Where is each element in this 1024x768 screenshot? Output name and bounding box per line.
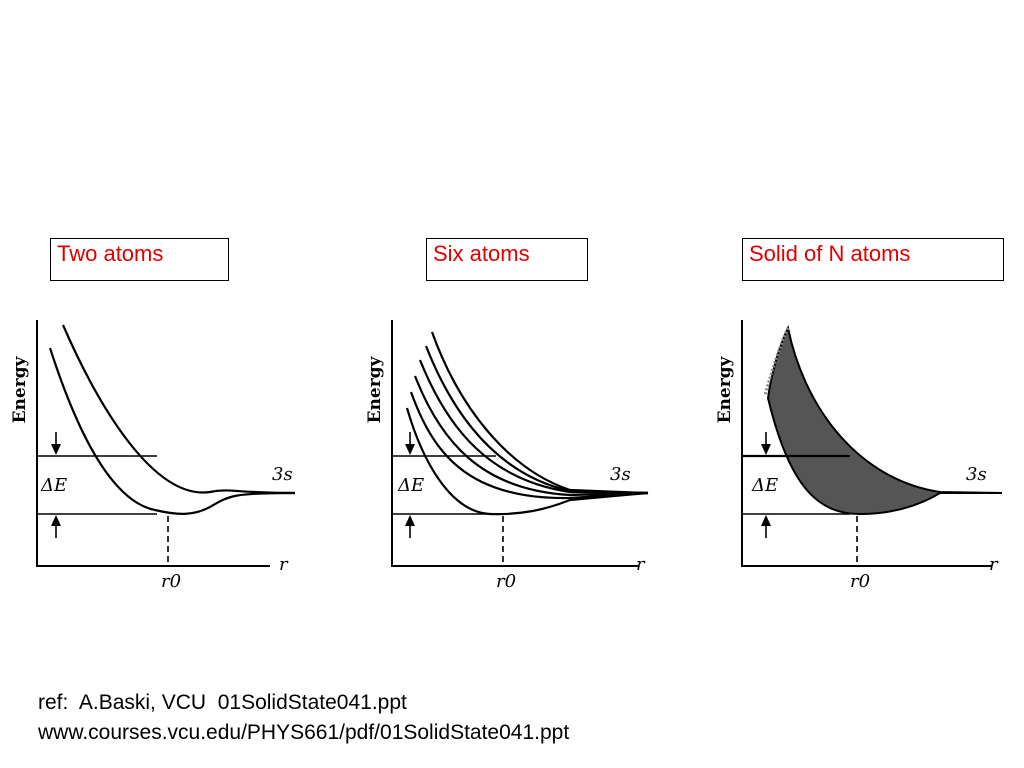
gap-arrow-bottom-head: [761, 515, 771, 526]
curve-6: [405, 407, 649, 516]
curve-1: [430, 331, 649, 495]
band-edge-dotted: [763, 327, 790, 396]
diagram-six-atoms-svg: Energy r ΔE 3s r0: [365, 320, 649, 592]
energy-band: [766, 324, 1003, 516]
diagram-two-atoms-svg: Energy r ΔE 3s r0: [10, 320, 296, 592]
diagram-six-atoms: Energy r ΔE 3s r0: [360, 300, 660, 600]
reference-block: ref: A.Baski, VCU 01SolidState041.ppt ww…: [38, 688, 569, 748]
y-axis-title: Energy: [365, 355, 385, 423]
label-six-atoms: Six atoms: [426, 238, 588, 281]
y-axis-title: Energy: [10, 355, 30, 423]
level-3s-label: 3s: [966, 464, 987, 485]
r0-label: r0: [496, 571, 516, 592]
delta-e-label: ΔE: [397, 475, 424, 496]
diagram-solid-n-atoms-svg: Energy r ΔE 3s r0: [715, 320, 1003, 592]
gap-arrow-top-head: [51, 444, 61, 455]
gap-arrow-bottom-head: [51, 515, 61, 526]
curve-3: [418, 359, 649, 495]
reference-line-2: www.courses.vcu.edu/PHYS661/pdf/01SolidS…: [38, 721, 570, 744]
curve-lower: [48, 347, 296, 515]
r0-label: r0: [850, 571, 870, 592]
curve-5: [409, 391, 649, 500]
r0-label: r0: [161, 571, 181, 592]
x-axis-title: r: [989, 554, 999, 575]
curve-4: [413, 375, 649, 497]
gap-arrow-top-head: [761, 444, 771, 455]
diagram-solid-n-atoms: Energy r ΔE 3s r0: [710, 300, 1010, 600]
reference-line-1: ref: A.Baski, VCU 01SolidState041.ppt: [38, 691, 407, 714]
x-axis-title: r: [636, 554, 646, 575]
delta-e-label: ΔE: [40, 475, 67, 496]
diagram-two-atoms: Energy r ΔE 3s r0: [5, 300, 305, 600]
y-axis-title: Energy: [715, 355, 735, 423]
level-3s-label: 3s: [610, 464, 631, 485]
gap-arrow-bottom-head: [405, 515, 415, 526]
curve-2: [424, 345, 649, 495]
x-axis-title: r: [279, 554, 289, 575]
level-3s-label: 3s: [272, 464, 293, 485]
gap-arrow-top-head: [405, 444, 415, 455]
label-two-atoms: Two atoms: [50, 238, 229, 281]
label-solid-n-atoms: Solid of N atoms: [742, 238, 1004, 281]
delta-e-label: ΔE: [751, 475, 778, 496]
curve-upper: [61, 324, 296, 495]
